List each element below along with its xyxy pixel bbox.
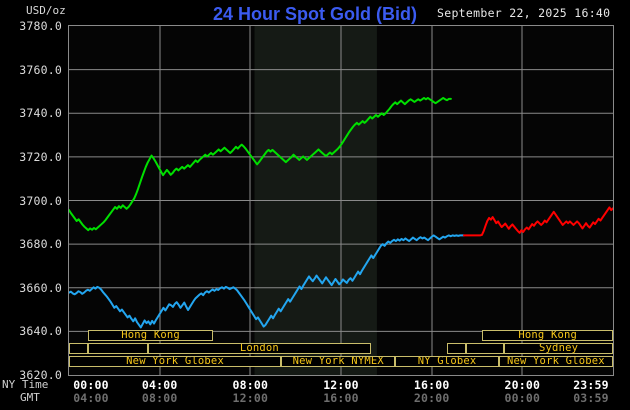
y-axis-tick-8: 3620.0 <box>19 368 62 382</box>
session-bar-new-york-globex-2-0: New York Globex <box>69 356 282 367</box>
x-axis-ny-tick-4: 16:00 <box>413 378 450 392</box>
x-axis-ny-tick-3: 12:00 <box>323 378 359 392</box>
y-axis-tick-4: 3700.0 <box>19 193 62 208</box>
y-axis-unit-label: USD/oz <box>26 4 66 17</box>
session-bar-hong-kong-evening: Hong Kong <box>482 330 613 341</box>
session-bar-segment-1-1 <box>88 343 148 354</box>
session-bar-new-york-globex-2-3: New York Globex <box>498 356 613 367</box>
session-bar-label: New York Globex <box>506 356 605 367</box>
x-axis-gmt-tick-0: 04:00 <box>73 391 109 405</box>
y-axis-tick-7: 3640.0 <box>19 324 62 339</box>
session-bar-new-york-nymex-2-1: New York NYMEX <box>281 356 396 367</box>
session-bar-sydney-1-5: Sydney <box>504 343 613 354</box>
y-axis-tick-5: 3680.0 <box>19 237 62 252</box>
x-axis-caption-gmt: GMT <box>20 391 40 404</box>
price-series-svg <box>69 26 613 375</box>
session-bar-label: Hong Kong <box>518 330 578 341</box>
y-axis-tick-6: 3660.0 <box>19 280 62 295</box>
x-axis-gmt-tick-4: 20:00 <box>413 391 450 405</box>
y-axis-tick-3: 3720.0 <box>19 149 62 164</box>
y-axis-tick-0: 3780.0 <box>19 19 62 33</box>
session-bar-segment-1-3 <box>447 343 467 354</box>
x-axis-gmt-tick-3: 16:00 <box>323 391 359 405</box>
x-axis-gmt-tick-1: 08:00 <box>141 391 178 405</box>
x-axis-gmt-tick-5: 00:00 <box>504 391 541 405</box>
session-bar-label: New York NYMEX <box>292 356 384 367</box>
price-line-sep-21-sunday-red- <box>462 206 613 237</box>
price-plot-area <box>68 25 614 376</box>
y-axis-tick-1: 3760.0 <box>19 62 62 77</box>
x-axis-ny-tick-0: 00:00 <box>73 378 109 392</box>
price-line-sep-22-last <box>69 96 452 232</box>
session-bar-label: NY Globex <box>417 356 477 367</box>
x-axis-ny-tick-1: 04:00 <box>141 378 178 392</box>
session-bar-label: Sydney <box>539 343 579 354</box>
x-axis-gmt-tick-6: 03:59 <box>573 391 609 405</box>
price-line-sep-21-sunday <box>69 234 465 329</box>
x-axis-ny-tick-5: 20:00 <box>504 378 541 392</box>
quote-timestamp: September 22, 2025 16:40 <box>437 6 611 20</box>
session-bar-segment-1-0 <box>69 343 89 354</box>
x-axis-caption-ny: NY Time <box>2 378 49 391</box>
y-axis-tick-2: 3740.0 <box>19 106 62 121</box>
session-bar-segment-1-4 <box>466 343 505 354</box>
session-bar-hong-kong-0-0: Hong Kong <box>88 330 214 341</box>
x-axis-gmt-tick-2: 12:00 <box>232 391 269 405</box>
x-axis-ny-tick-6: 23:59 <box>573 378 609 392</box>
page-title: 24 Hour Spot Gold (Bid) <box>213 4 417 24</box>
x-axis-ny-tick-2: 08:00 <box>232 378 269 392</box>
session-bar-label: Hong Kong <box>121 330 180 341</box>
session-bar-ny-globex-2-2: NY Globex <box>395 356 499 367</box>
session-bar-london-1-2: London <box>147 343 371 354</box>
session-bar-label: New York Globex <box>126 356 224 367</box>
session-bar-label: London <box>239 343 279 354</box>
